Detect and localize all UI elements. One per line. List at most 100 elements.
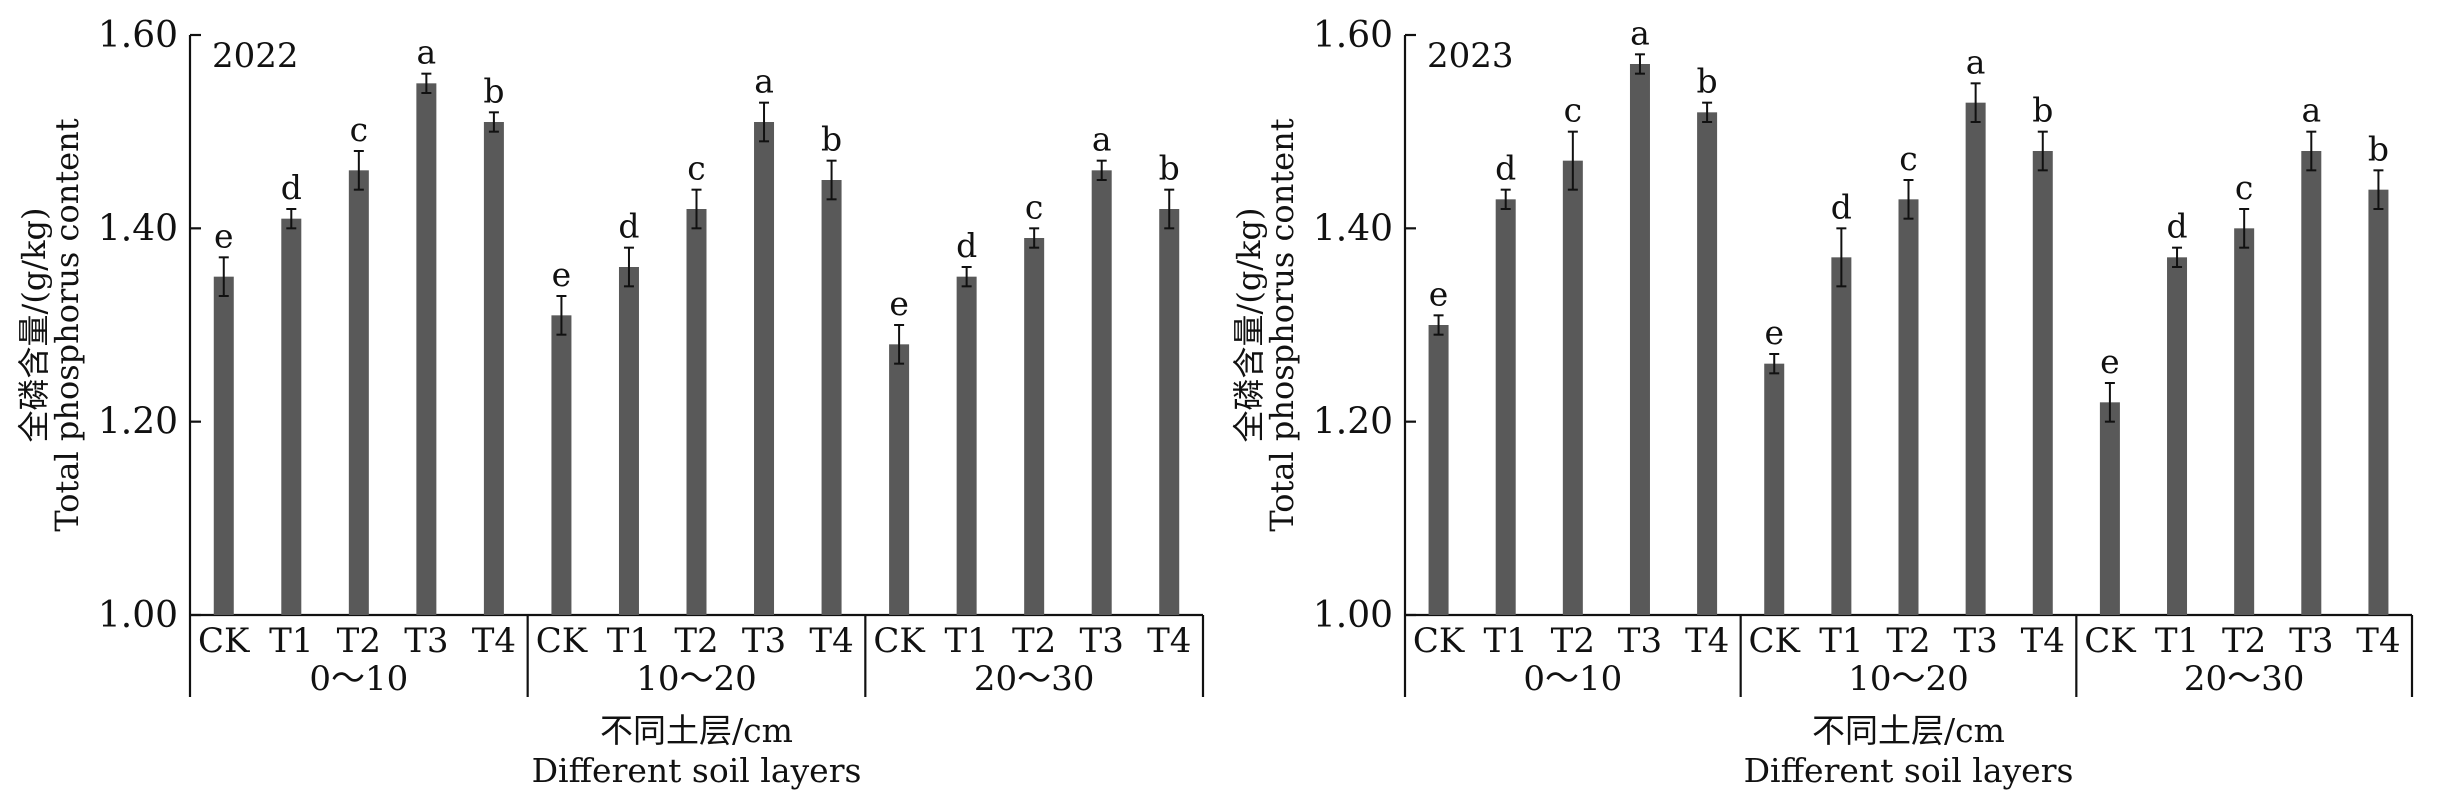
x-axis-title-en: Different soil layers xyxy=(532,751,862,790)
significance-letter: c xyxy=(1025,187,1043,226)
bar xyxy=(1091,170,1112,616)
significance-letter: d xyxy=(1831,187,1852,226)
group-label: 20～30 xyxy=(974,659,1095,699)
category-label: CK xyxy=(536,621,588,661)
significance-letter: b xyxy=(1159,149,1180,188)
group-label: 0～10 xyxy=(1523,659,1622,699)
category-label: T3 xyxy=(1080,621,1124,661)
significance-letter: a xyxy=(1966,42,1986,81)
significance-letter: e xyxy=(552,255,572,294)
y-tick-label: 1.00 xyxy=(98,595,178,636)
category-label: T2 xyxy=(674,621,718,661)
bar xyxy=(1697,112,1718,615)
category-label: T2 xyxy=(1886,621,1930,661)
bar xyxy=(2368,189,2389,615)
y-axis-title-cn: 全磷含量/(g/kg) xyxy=(1230,208,1268,443)
category-label: T3 xyxy=(2289,621,2333,661)
category-label: T3 xyxy=(1618,621,1662,661)
category-label: T1 xyxy=(269,621,313,661)
bar xyxy=(2099,402,2120,615)
category-label: T4 xyxy=(1147,621,1191,661)
y-tick-label: 1.40 xyxy=(1313,208,1393,249)
bar xyxy=(1898,199,1919,616)
significance-letter: d xyxy=(956,226,977,265)
bar xyxy=(821,180,842,615)
significance-letter: c xyxy=(687,149,705,188)
category-label: T4 xyxy=(2021,621,2065,661)
bar xyxy=(2032,151,2053,615)
category-label: T1 xyxy=(2155,621,2199,661)
bar xyxy=(213,276,234,615)
category-label: T2 xyxy=(337,621,381,661)
significance-letter: e xyxy=(889,284,909,323)
group-label: 10～20 xyxy=(1848,659,1969,699)
bar xyxy=(1764,363,1785,615)
category-label: T3 xyxy=(742,621,786,661)
bar xyxy=(956,276,977,615)
bar xyxy=(1495,199,1516,616)
significance-letter: c xyxy=(1899,139,1917,178)
category-label: T4 xyxy=(809,621,853,661)
x-axis-title-cn: 不同土层/cm xyxy=(1812,711,2005,750)
y-axis-title-cn: 全磷含量/(g/kg) xyxy=(15,208,53,443)
bar xyxy=(483,122,504,615)
bar xyxy=(1159,209,1180,615)
category-label: T1 xyxy=(1484,621,1528,661)
bar xyxy=(686,209,707,615)
significance-letter: a xyxy=(1630,13,1650,52)
significance-letter: a xyxy=(1092,120,1112,159)
group-label: 20～30 xyxy=(2184,659,2305,699)
category-label: T1 xyxy=(1819,621,1863,661)
category-label: CK xyxy=(2084,621,2136,661)
significance-letter: e xyxy=(214,216,234,255)
y-tick-label: 1.60 xyxy=(1313,15,1393,56)
category-label: T2 xyxy=(2222,621,2266,661)
category-label: T1 xyxy=(944,621,988,661)
y-tick-label: 1.40 xyxy=(98,208,178,249)
significance-letter: e xyxy=(1764,313,1784,352)
significance-letter: c xyxy=(1564,91,1582,130)
significance-letter: c xyxy=(2235,168,2253,207)
category-label: T3 xyxy=(404,621,448,661)
significance-letter: c xyxy=(350,110,368,149)
y-tick-label: 1.20 xyxy=(98,402,178,443)
y-tick-label: 1.00 xyxy=(1313,595,1393,636)
bar xyxy=(281,218,302,615)
y-tick-label: 1.20 xyxy=(1313,402,1393,443)
bar xyxy=(2234,228,2255,616)
significance-letter: d xyxy=(2166,207,2187,246)
bar xyxy=(1024,238,1045,615)
significance-letter: e xyxy=(1429,274,1449,313)
significance-letter: d xyxy=(1495,149,1516,188)
group-label: 0～10 xyxy=(309,659,408,699)
group-label: 10～20 xyxy=(636,659,757,699)
category-label: T3 xyxy=(1953,621,1997,661)
bar xyxy=(416,83,437,616)
chart-panel-2022: 1.00 1.20 1.40 1.60 2022 全磷含量/(g/kg)Total pho… xyxy=(15,15,1205,790)
bar xyxy=(551,315,572,615)
category-label: CK xyxy=(1749,621,1801,661)
category-label: T4 xyxy=(2356,621,2400,661)
significance-letter: d xyxy=(281,168,302,207)
category-label: CK xyxy=(873,621,925,661)
significance-letter: e xyxy=(2100,342,2120,381)
significance-letter: b xyxy=(821,120,842,159)
year-label: 2022 xyxy=(212,36,299,76)
category-label: T2 xyxy=(1551,621,1595,661)
bar xyxy=(618,267,639,615)
category-label: T4 xyxy=(472,621,516,661)
bar xyxy=(1965,102,1986,615)
bar xyxy=(1562,160,1583,615)
significance-letter: b xyxy=(483,71,504,110)
x-axis-title-cn: 不同土层/cm xyxy=(600,711,793,750)
bar xyxy=(2301,151,2322,615)
significance-letter: a xyxy=(2301,91,2321,130)
category-label: T2 xyxy=(1012,621,1056,661)
significance-letter: a xyxy=(417,33,437,72)
bar xyxy=(348,170,369,616)
y-tick-label: 1.60 xyxy=(98,15,178,56)
significance-letter: d xyxy=(618,207,639,246)
x-axis-title-en: Different soil layers xyxy=(1744,751,2074,790)
chart-panel-2023: 1.00 1.20 1.40 1.60 2023 全磷含量/(g/kg)Total pho… xyxy=(1230,13,2414,790)
